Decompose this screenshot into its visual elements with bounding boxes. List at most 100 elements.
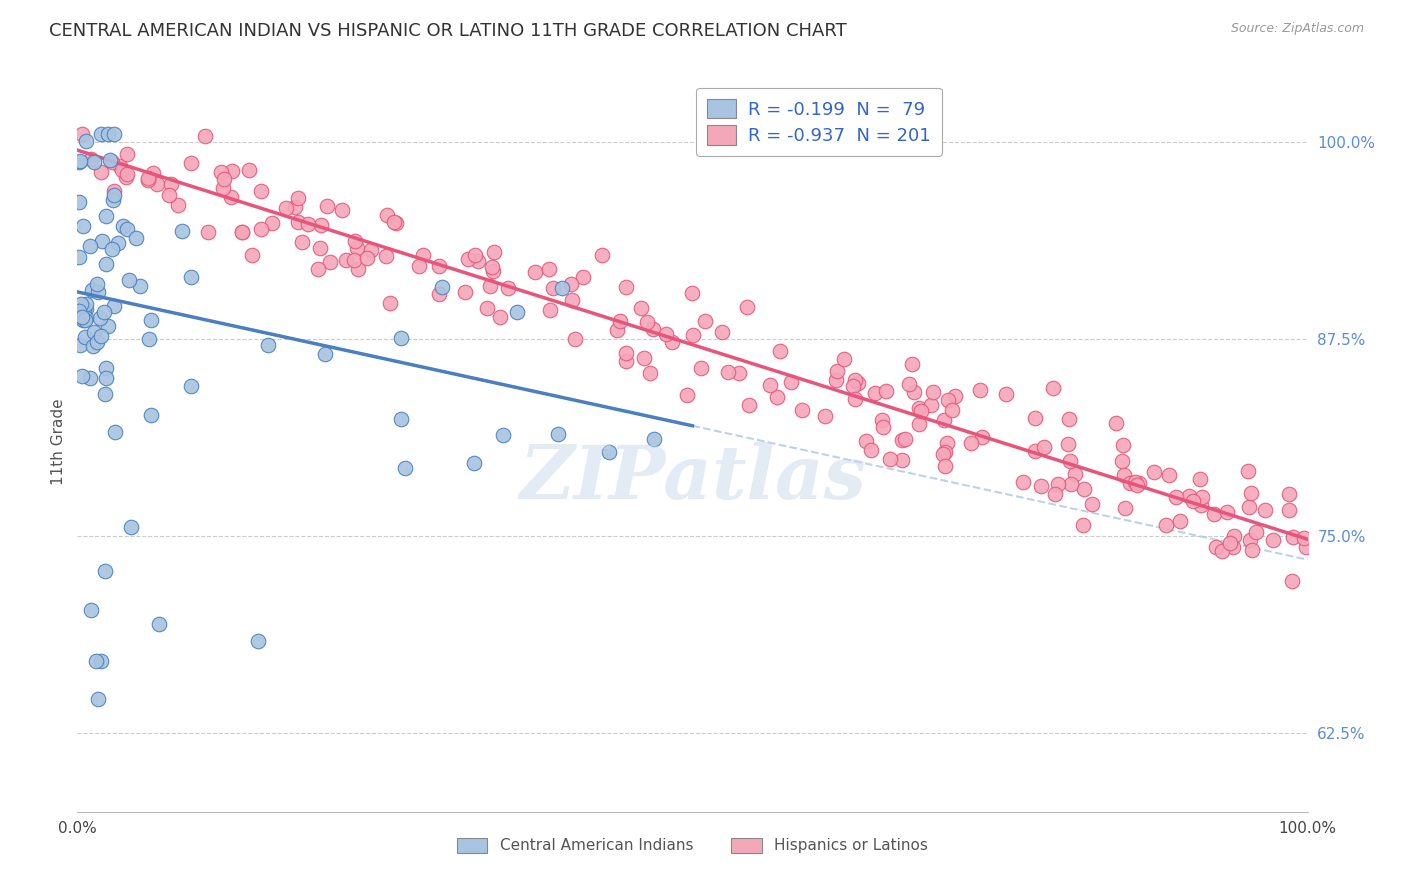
Point <box>710 326 733 340</box>
Point <box>80 603 103 617</box>
Point <box>941 403 963 417</box>
Point <box>138 332 160 346</box>
Point <box>921 398 943 412</box>
Point <box>995 387 1018 401</box>
Point <box>159 177 181 191</box>
Point <box>89 310 111 325</box>
Point <box>1281 574 1303 588</box>
Point <box>496 281 519 295</box>
Point <box>108 159 131 173</box>
Point <box>330 203 353 218</box>
Point <box>141 408 163 422</box>
Point <box>630 301 652 315</box>
Point <box>75 296 97 310</box>
Point <box>1081 497 1104 511</box>
Point <box>481 260 503 275</box>
Point <box>1222 541 1244 555</box>
Point <box>779 375 801 389</box>
Point <box>1237 465 1260 479</box>
Point <box>120 519 142 533</box>
Point <box>90 165 112 179</box>
Point <box>1189 498 1212 512</box>
Point <box>103 299 125 313</box>
Point <box>432 279 454 293</box>
Point <box>79 239 101 253</box>
Point <box>260 216 283 230</box>
Point <box>846 376 869 390</box>
Point <box>1032 440 1054 454</box>
Point <box>638 366 661 380</box>
Point <box>457 252 479 266</box>
Point <box>101 193 124 207</box>
Point <box>93 305 115 319</box>
Point <box>1029 479 1052 493</box>
Point <box>427 287 450 301</box>
Point <box>374 249 396 263</box>
Point <box>103 188 125 202</box>
Point <box>728 366 751 380</box>
Point <box>547 427 569 442</box>
Point <box>83 325 105 339</box>
Point <box>115 167 138 181</box>
Point <box>247 633 270 648</box>
Point <box>934 445 956 459</box>
Point <box>572 270 595 285</box>
Point <box>104 425 127 440</box>
Point <box>766 390 789 404</box>
Point <box>505 305 527 319</box>
Point <box>356 252 378 266</box>
Point <box>814 409 837 424</box>
Point <box>69 153 91 168</box>
Point <box>87 691 110 706</box>
Point <box>681 285 703 300</box>
Point <box>389 331 412 345</box>
Point <box>1177 489 1199 503</box>
Point <box>142 166 165 180</box>
Point <box>463 456 485 470</box>
Point <box>1223 529 1246 543</box>
Point <box>115 147 138 161</box>
Point <box>335 253 357 268</box>
Point <box>898 376 921 391</box>
Point <box>1024 410 1046 425</box>
Point <box>1278 486 1301 500</box>
Point <box>1205 540 1227 554</box>
Point <box>146 178 169 192</box>
Point <box>90 329 112 343</box>
Point <box>676 388 699 402</box>
Point <box>844 373 866 387</box>
Point <box>690 360 713 375</box>
Point <box>1244 525 1267 540</box>
Point <box>1012 475 1035 489</box>
Point <box>841 379 863 393</box>
Point <box>166 198 188 212</box>
Point <box>94 386 117 401</box>
Point <box>467 253 489 268</box>
Point <box>1202 508 1225 522</box>
Point <box>1188 472 1211 486</box>
Point <box>1278 503 1301 517</box>
Point <box>832 352 855 367</box>
Point <box>609 314 631 328</box>
Point <box>1046 476 1069 491</box>
Point <box>214 172 236 186</box>
Point <box>180 155 202 169</box>
Point <box>1159 467 1181 482</box>
Point <box>1112 438 1135 452</box>
Point <box>100 155 122 169</box>
Point <box>136 170 159 185</box>
Point <box>863 386 886 401</box>
Point <box>870 413 893 427</box>
Point <box>180 269 202 284</box>
Point <box>287 191 309 205</box>
Point <box>655 326 678 341</box>
Point <box>219 190 242 204</box>
Point <box>1240 486 1263 500</box>
Point <box>240 248 263 262</box>
Point <box>1295 540 1317 554</box>
Point <box>249 222 271 236</box>
Point <box>141 313 163 327</box>
Point <box>79 371 101 385</box>
Point <box>969 383 991 397</box>
Point <box>875 384 897 398</box>
